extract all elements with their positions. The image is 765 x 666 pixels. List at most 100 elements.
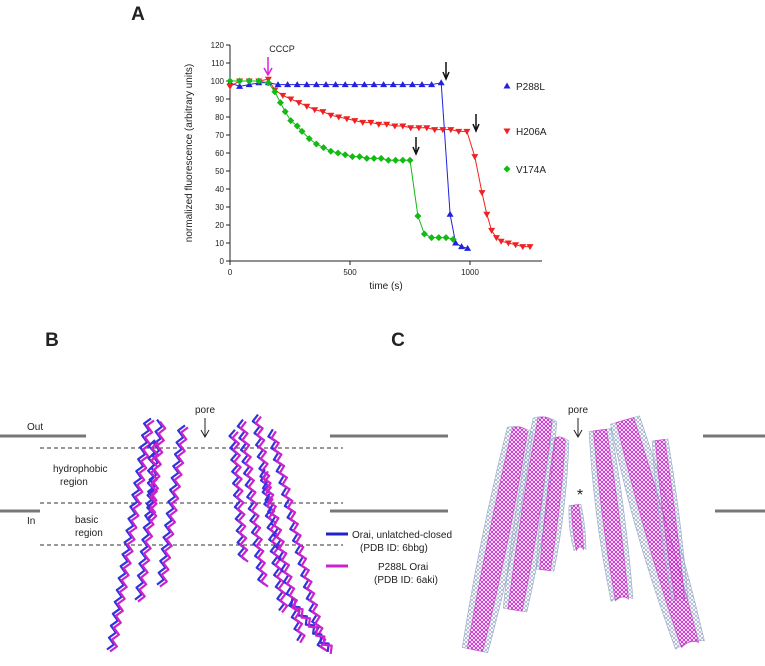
data-point — [327, 112, 335, 119]
structure-panel: pore Out In hydrophobic region basic reg… — [0, 405, 452, 655]
data-point — [431, 127, 439, 134]
x-tick-label: 0 — [228, 268, 233, 277]
helix — [231, 431, 249, 563]
data-point — [370, 154, 378, 162]
chart: 0 10 20 30 40 50 60 70 80 90 100 110 120 0 500 1000 time… — [184, 41, 547, 292]
data-point — [245, 77, 253, 85]
y-tick-label: 70 — [215, 131, 224, 140]
series-line — [229, 78, 530, 248]
density-panel: pore * — [461, 405, 765, 653]
data-point — [408, 81, 416, 88]
data-point — [360, 81, 368, 88]
data-point — [327, 147, 335, 155]
helix — [270, 430, 329, 653]
data-point — [449, 235, 457, 243]
density-blob — [571, 504, 584, 552]
y-tick-label: 0 — [220, 257, 225, 266]
data-point — [226, 77, 234, 85]
region-label: region — [75, 528, 103, 539]
helix — [106, 417, 152, 651]
helix — [259, 468, 303, 642]
panel-label: C — [391, 330, 405, 351]
data-point — [264, 79, 272, 87]
legend-label: Orai, unlatched-closed — [352, 530, 452, 541]
data-point — [464, 244, 472, 251]
helix — [239, 420, 269, 588]
data-point — [311, 107, 319, 114]
series-line — [229, 82, 468, 249]
pore-label: pore — [195, 405, 215, 416]
data-point — [322, 81, 330, 88]
y-tick-label: 10 — [215, 239, 224, 248]
data-point — [504, 240, 512, 247]
y-tick-label: 100 — [211, 77, 225, 86]
y-tick-label: 20 — [215, 221, 224, 230]
region-label: region — [60, 477, 88, 488]
legend-marker — [503, 128, 511, 135]
data-point — [492, 235, 500, 242]
helix — [293, 599, 333, 655]
data-point — [435, 234, 443, 242]
data-point — [343, 116, 351, 123]
data-point — [298, 127, 306, 135]
data-point — [312, 140, 320, 148]
density-blob — [593, 428, 629, 602]
boundary-lines — [40, 447, 343, 546]
legend-label: (PDB ID: 6bbg) — [360, 543, 428, 554]
helix — [262, 470, 306, 644]
arrow — [573, 418, 583, 439]
data-point — [442, 234, 450, 242]
data-point — [303, 103, 311, 110]
data-point — [414, 212, 422, 220]
data-point — [351, 81, 359, 88]
legend-label: H206A — [516, 127, 547, 138]
data-point — [392, 156, 400, 164]
data-point — [471, 154, 479, 161]
legend-label: (PDB ID: 6aki) — [374, 575, 438, 586]
data-point — [428, 234, 436, 242]
helix — [156, 424, 186, 586]
data-point — [418, 81, 426, 88]
arrow — [472, 114, 480, 133]
data-point — [399, 123, 407, 130]
data-point — [341, 151, 349, 159]
data-point — [236, 82, 244, 89]
data-point — [320, 144, 328, 152]
data-point — [463, 128, 471, 135]
data-point — [356, 153, 364, 161]
data-point — [519, 244, 527, 251]
data-point — [334, 149, 342, 157]
data-point — [293, 122, 301, 130]
data-point — [399, 81, 407, 88]
data-point — [287, 117, 295, 125]
y-tick-label: 40 — [215, 185, 224, 194]
y-tick-label: 80 — [215, 113, 224, 122]
data-point — [255, 77, 263, 85]
data-point — [226, 83, 234, 90]
data-point — [512, 242, 520, 249]
data-point — [319, 109, 327, 116]
panel-label: A — [131, 4, 145, 25]
data-point — [276, 99, 284, 107]
legend-marker — [503, 82, 511, 89]
data-point — [287, 96, 295, 103]
data-point — [380, 81, 388, 88]
arrow — [412, 137, 420, 156]
data-point — [406, 156, 414, 164]
data-point — [284, 81, 292, 88]
x-tick-label: 500 — [343, 268, 357, 277]
data-point — [384, 156, 392, 164]
data-point — [370, 81, 378, 88]
data-point — [447, 127, 455, 134]
density-blob — [467, 426, 528, 652]
data-point — [295, 100, 303, 107]
x-axis-label: time (s) — [369, 281, 402, 292]
helix — [137, 420, 167, 603]
data-point — [341, 81, 349, 88]
region-label: basic — [75, 515, 98, 526]
data-point — [455, 128, 463, 135]
data-point — [367, 119, 375, 126]
data-point — [415, 125, 423, 132]
data-point — [423, 125, 431, 132]
